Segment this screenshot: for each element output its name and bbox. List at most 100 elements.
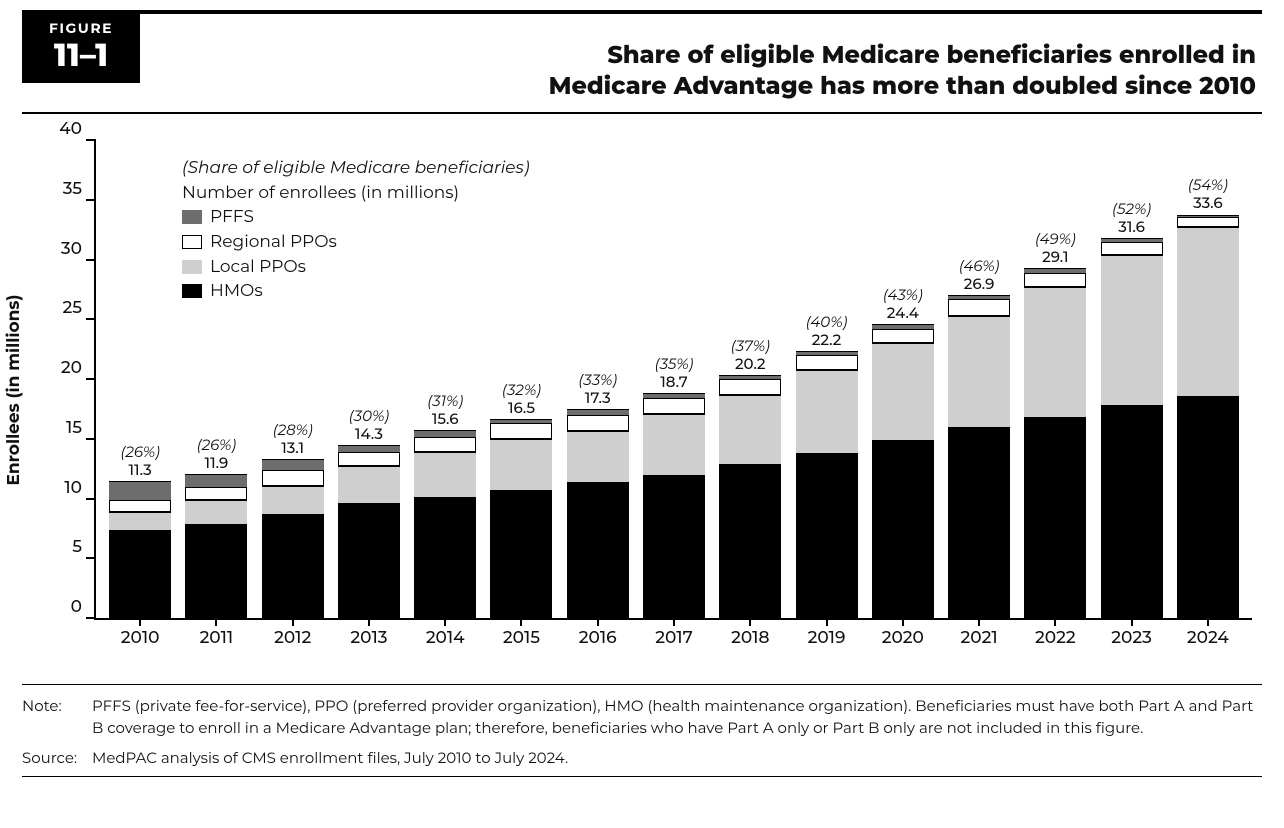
legend-label-lppo: Local PPOs: [210, 257, 306, 277]
stacked-bar: [414, 430, 476, 618]
y-tick-label: 40: [59, 119, 82, 139]
bar-segment-hmo: [796, 453, 858, 618]
bar-share-label: (37%): [712, 337, 788, 355]
bar-column: (46%)26.92021: [941, 140, 1017, 618]
bar-annotation: (37%)20.2: [712, 337, 788, 373]
x-tick-label: 2019: [788, 628, 864, 648]
stacked-bar: [1024, 268, 1086, 618]
bar-segment-hmo: [872, 440, 934, 618]
bar-share-label: (28%): [255, 421, 331, 439]
x-tick: [520, 618, 522, 626]
bar-annotation: (31%)15.6: [407, 392, 483, 428]
x-tick-label: 2015: [483, 628, 559, 648]
stacked-bar: [262, 459, 324, 618]
bar-annotation: (54%)33.6: [1170, 176, 1246, 212]
bar-segment-rppo: [643, 398, 705, 414]
legend-item-lppo: Local PPOs: [182, 255, 529, 280]
bar-annotation: (26%)11.3: [102, 443, 178, 479]
bar-segment-hmo: [185, 524, 247, 618]
bar-share-label: (40%): [788, 313, 864, 331]
y-tick: [86, 617, 96, 619]
bar-segment-pffs: [185, 474, 247, 487]
x-tick-label: 2011: [178, 628, 254, 648]
bar-total-label: 13.1: [255, 439, 331, 457]
bar-segment-rppo: [490, 423, 552, 439]
bar-segment-lppo: [1024, 287, 1086, 417]
x-tick-label: 2012: [255, 628, 331, 648]
bar-share-label: (33%): [560, 371, 636, 389]
stacked-bar: [109, 481, 171, 618]
bar-column: (37%)20.22018: [712, 140, 788, 618]
stacked-bar: [338, 445, 400, 618]
bar-annotation: (33%)17.3: [560, 371, 636, 407]
notes-block: Note: PFFS (private fee-for-service), PP…: [22, 695, 1262, 768]
x-tick-label: 2014: [407, 628, 483, 648]
bar-segment-hmo: [719, 464, 781, 618]
bar-column: (26%)11.32010: [102, 140, 178, 618]
y-axis-label: Enrollees (in millions): [4, 294, 24, 485]
y-tick-label: 0: [71, 597, 82, 617]
bottom-rule: [22, 776, 1262, 777]
y-tick-label: 20: [61, 358, 82, 378]
bar-annotation: (35%)18.7: [636, 355, 712, 391]
title-line-1: Share of eligible Medicare beneficiaries…: [140, 40, 1256, 71]
note-row: Note: PFFS (private fee-for-service), PP…: [22, 695, 1262, 739]
x-tick: [673, 618, 675, 626]
legend-share-note: (Share of eligible Medicare beneficiarie…: [182, 156, 529, 181]
bar-segment-lppo: [338, 466, 400, 503]
y-tick: [86, 139, 96, 141]
bar-segment-pffs: [262, 459, 324, 470]
x-tick-label: 2017: [636, 628, 712, 648]
bar-segment-rppo: [109, 500, 171, 512]
y-tick: [86, 557, 96, 559]
y-tick-label: 5: [72, 537, 82, 557]
legend-label-hmo: HMOs: [210, 281, 263, 301]
bar-annotation: (26%)11.9: [178, 436, 254, 472]
bar-share-label: (43%): [865, 286, 941, 304]
bar-annotation: (43%)24.4: [865, 286, 941, 322]
divider-above-notes: [22, 684, 1262, 685]
bar-segment-hmo: [490, 490, 552, 618]
bar-total-label: 31.6: [1093, 218, 1169, 236]
bar-segment-lppo: [719, 395, 781, 464]
bar-segment-hmo: [338, 503, 400, 618]
x-tick: [368, 618, 370, 626]
x-tick: [444, 618, 446, 626]
bar-segment-hmo: [1101, 405, 1163, 618]
bar-total-label: 33.6: [1170, 194, 1246, 212]
bar-total-label: 11.9: [178, 454, 254, 472]
swatch-lppo: [182, 260, 202, 274]
bar-segment-lppo: [414, 452, 476, 497]
bar-column: (52%)31.62023: [1093, 140, 1169, 618]
stacked-bar: [872, 324, 934, 618]
swatch-hmo: [182, 284, 202, 298]
bar-column: (49%)29.12022: [1017, 140, 1093, 618]
bar-total-label: 18.7: [636, 373, 712, 391]
figure-page: FIGURE 11–1 Share of eligible Medicare b…: [0, 0, 1284, 828]
bar-total-label: 24.4: [865, 304, 941, 322]
bar-segment-lppo: [567, 431, 629, 482]
stacked-bar: [1177, 215, 1239, 619]
bar-segment-rppo: [567, 415, 629, 431]
bar-total-label: 22.2: [788, 331, 864, 349]
x-tick: [826, 618, 828, 626]
bar-annotation: (49%)29.1: [1017, 230, 1093, 266]
bar-column: (33%)17.32016: [560, 140, 636, 618]
x-tick-label: 2020: [865, 628, 941, 648]
bar-segment-rppo: [796, 355, 858, 369]
bar-segment-lppo: [185, 500, 247, 524]
bar-segment-hmo: [643, 475, 705, 618]
stacked-bar: [1101, 238, 1163, 618]
legend-item-pffs: PFFS: [182, 205, 529, 230]
y-tick-label: 25: [62, 298, 82, 318]
y-tick-label: 35: [63, 179, 82, 199]
bar-segment-hmo: [1177, 396, 1239, 618]
bar-segment-hmo: [109, 530, 171, 618]
bar-segment-lppo: [643, 414, 705, 475]
x-tick-label: 2013: [331, 628, 407, 648]
bar-segment-lppo: [872, 343, 934, 440]
bar-total-label: 16.5: [483, 399, 559, 417]
bar-segment-hmo: [567, 482, 629, 618]
bar-annotation: (32%)16.5: [483, 381, 559, 417]
stacked-bar: [948, 295, 1010, 618]
